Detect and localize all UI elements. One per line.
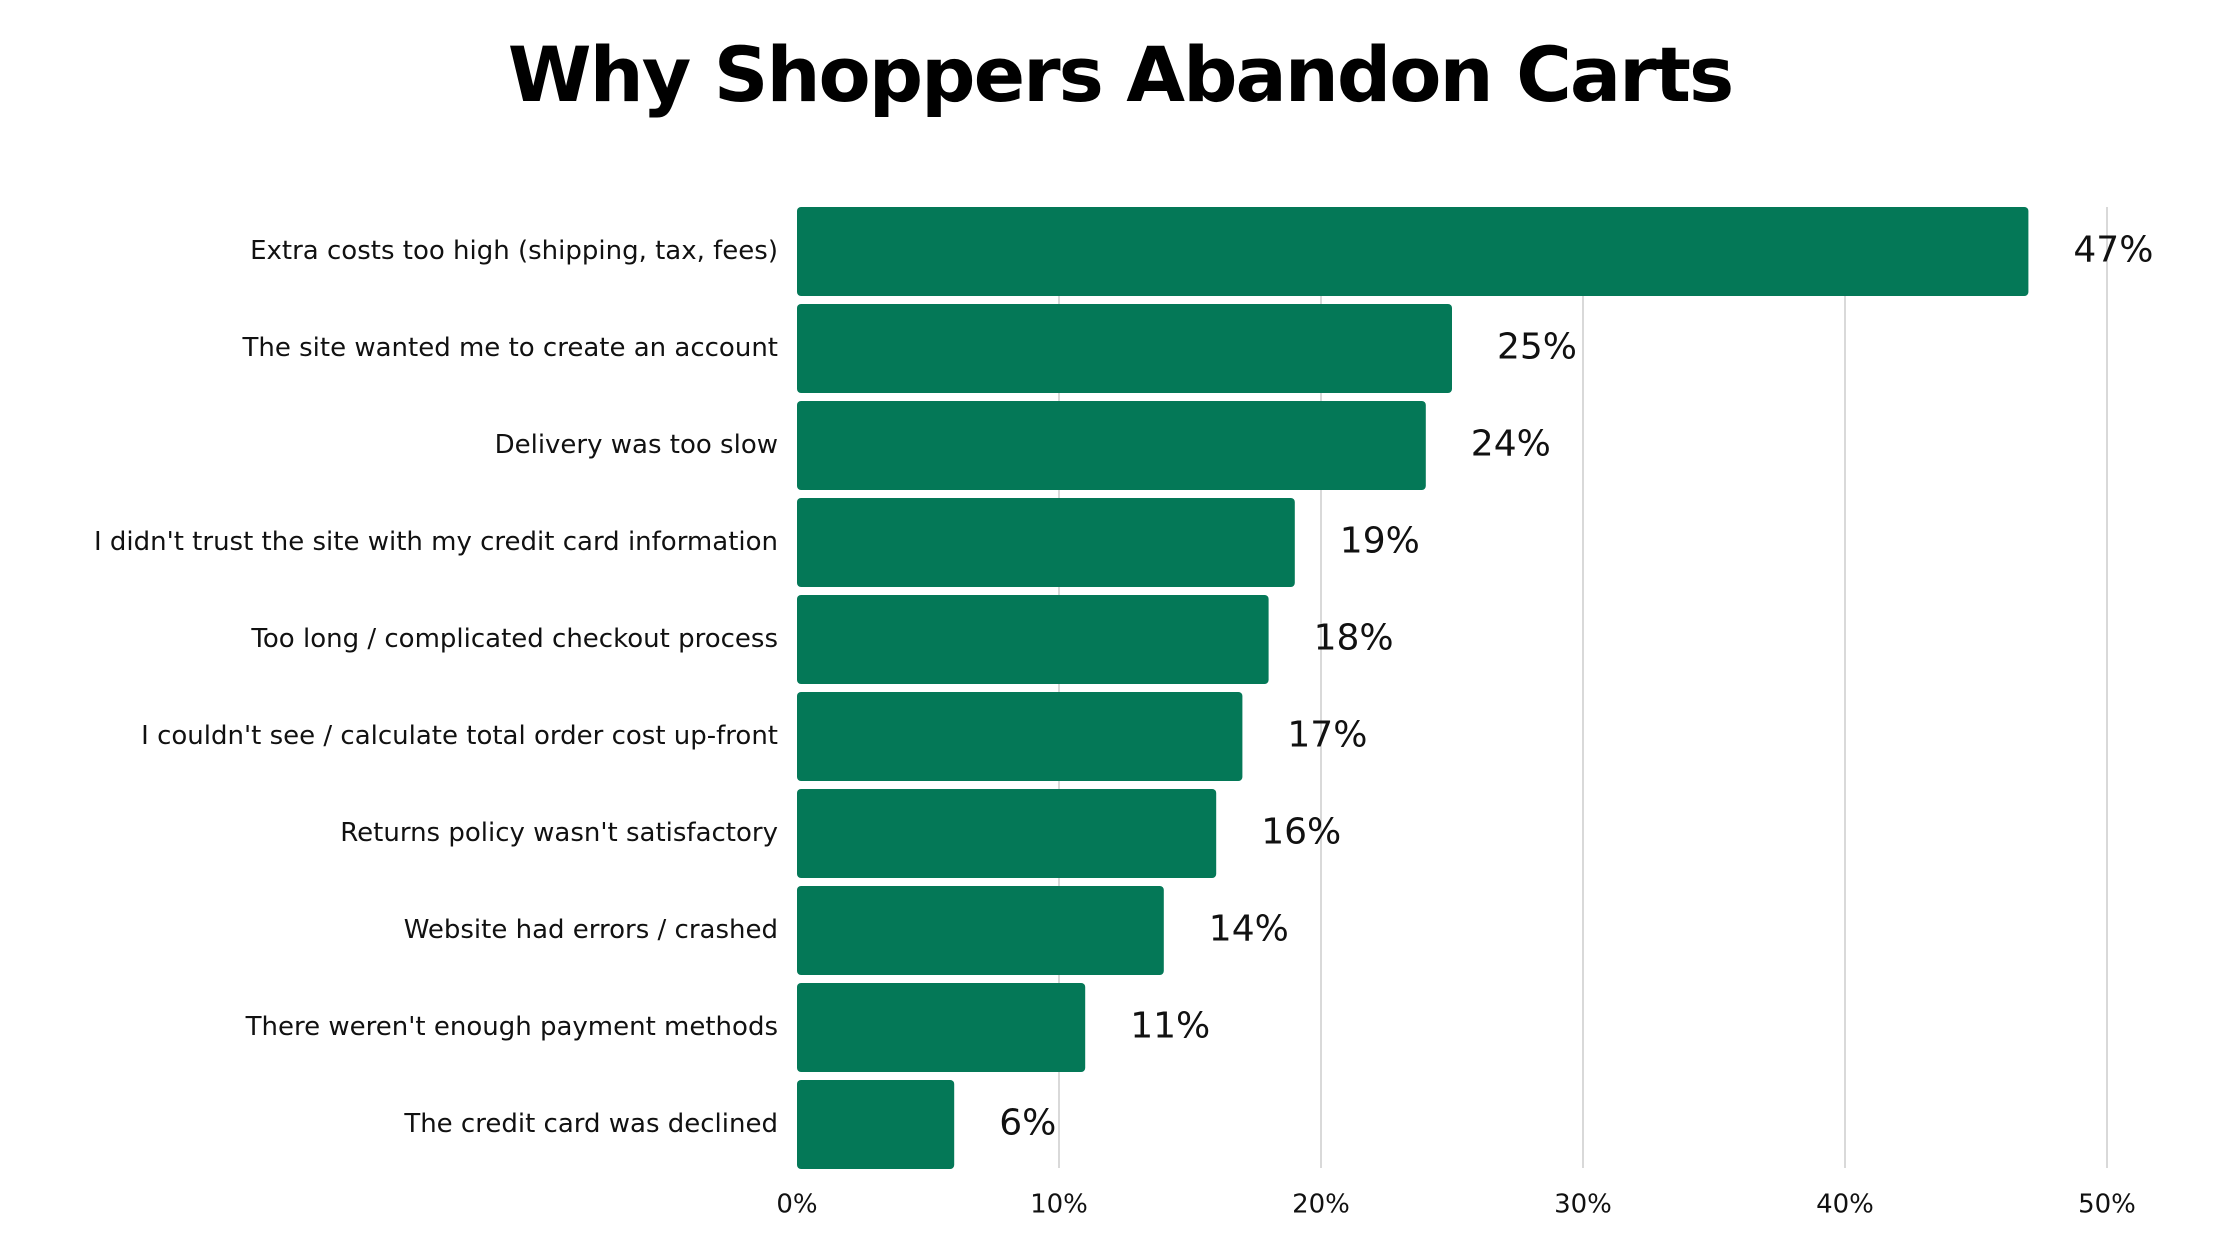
bar — [797, 498, 1295, 587]
category-label: Too long / complicated checkout process — [250, 624, 778, 654]
data-label: 19% — [1340, 521, 1420, 562]
category-label: Delivery was too slow — [495, 430, 778, 460]
chart-title: Why Shoppers Abandon Carts — [507, 30, 1734, 119]
category-label: I couldn't see / calculate total order c… — [141, 721, 778, 751]
data-label: 24% — [1471, 424, 1551, 465]
x-axis-ticks: 0% 10% 20% 30% 40% 50% — [776, 1190, 2136, 1220]
bar — [797, 207, 2029, 296]
data-label: 6% — [999, 1103, 1056, 1144]
category-label: I didn't trust the site with my credit c… — [94, 527, 778, 557]
x-tick-label: 20% — [1292, 1190, 1350, 1220]
value-labels: 47% 25% 24% 19% 18% 17% 16% 14% 11% 6% — [999, 230, 2153, 1144]
category-label: Extra costs too high (shipping, tax, fee… — [250, 236, 778, 266]
x-tick-label: 10% — [1030, 1190, 1088, 1220]
x-tick-label: 30% — [1554, 1190, 1612, 1220]
data-label: 17% — [1287, 715, 1367, 756]
data-label: 11% — [1130, 1006, 1210, 1047]
category-label: The site wanted me to create an account — [242, 333, 779, 363]
bars — [797, 207, 2029, 1169]
category-label: Returns policy wasn't satisfactory — [340, 818, 778, 848]
bar — [797, 304, 1452, 393]
category-label: The credit card was declined — [403, 1109, 778, 1139]
bar — [797, 401, 1426, 490]
data-label: 25% — [1497, 327, 1577, 368]
data-label: 18% — [1314, 618, 1394, 659]
data-label: 16% — [1261, 812, 1341, 853]
bar — [797, 692, 1243, 781]
bar — [797, 886, 1164, 975]
x-tick-label: 40% — [1816, 1190, 1874, 1220]
x-tick-label: 0% — [776, 1190, 817, 1220]
x-tick-label: 50% — [2078, 1190, 2136, 1220]
bar — [797, 595, 1269, 684]
category-labels: Extra costs too high (shipping, tax, fee… — [94, 236, 778, 1139]
data-label: 14% — [1209, 909, 1289, 950]
bar — [797, 789, 1217, 878]
bar — [797, 1080, 955, 1169]
data-label: 47% — [2073, 230, 2153, 271]
bar — [797, 983, 1086, 1072]
category-label: Website had errors / crashed — [404, 915, 778, 945]
category-label: There weren't enough payment methods — [245, 1012, 778, 1042]
